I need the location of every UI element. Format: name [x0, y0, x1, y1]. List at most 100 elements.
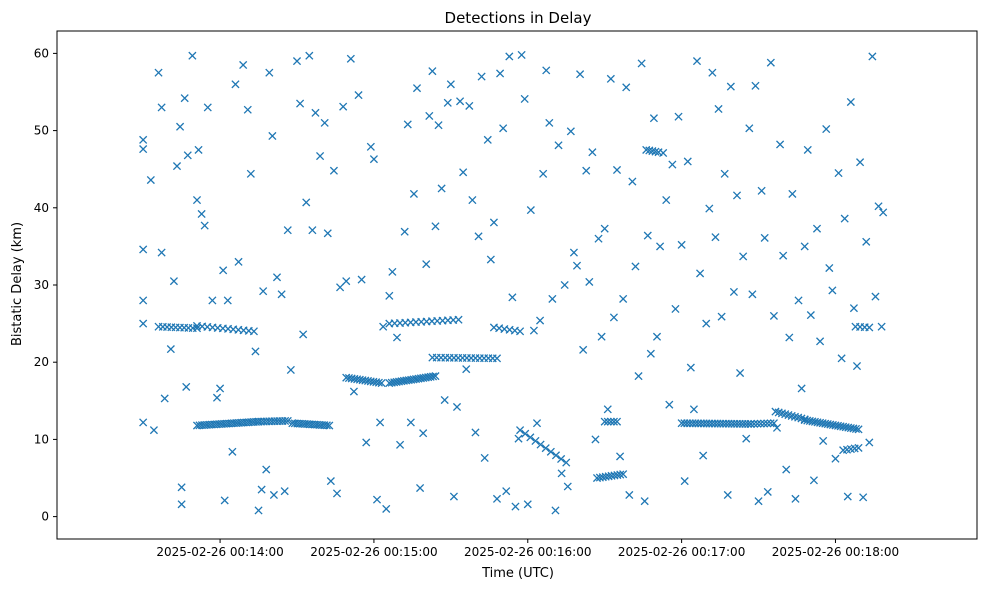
data-point [782, 465, 791, 474]
data-point [268, 131, 277, 141]
data-point [197, 209, 206, 219]
data-point [403, 120, 412, 129]
data-point [139, 418, 148, 427]
data-point [392, 333, 402, 342]
data-point [257, 485, 266, 494]
data-point [292, 57, 302, 66]
data-point [843, 492, 852, 501]
data-point [434, 121, 443, 130]
data-point [757, 186, 766, 195]
data-point [379, 322, 388, 331]
data-point [480, 453, 489, 462]
data-point [320, 118, 329, 127]
y-tick-label: 50 [34, 124, 49, 138]
data-point [517, 50, 526, 59]
data-point [376, 418, 385, 427]
data-point [696, 269, 705, 278]
data-point-track-m [612, 417, 622, 426]
y-tick-label: 40 [34, 201, 49, 215]
data-point [576, 70, 585, 79]
data-point [456, 97, 465, 106]
data-point [689, 405, 698, 414]
data-point [785, 333, 794, 342]
data-point [837, 354, 846, 363]
data-point-track-n [642, 145, 651, 154]
data-point [419, 429, 428, 438]
data-point [542, 66, 551, 75]
y-tick-label: 20 [34, 355, 49, 369]
data-point [831, 454, 840, 463]
data-point [471, 428, 480, 437]
data-point [625, 490, 634, 500]
data-point [172, 162, 182, 171]
data-point [280, 487, 289, 496]
data-point [566, 127, 575, 136]
data-point [806, 311, 815, 320]
data-point [828, 286, 837, 295]
data-point-track-p [746, 419, 755, 429]
plot-frame [56, 30, 978, 540]
data-point [788, 189, 797, 198]
data-point [529, 326, 538, 335]
data-point [536, 316, 545, 325]
data-point [425, 111, 434, 120]
y-tick-label: 60 [34, 46, 49, 60]
data-point [545, 118, 554, 127]
data-point [711, 233, 720, 242]
data-point [560, 280, 569, 290]
data-point [265, 68, 274, 77]
data-point [825, 263, 834, 273]
data-point-track-p [769, 419, 778, 428]
data-point [699, 451, 708, 460]
data-point [677, 240, 686, 249]
data-point [446, 80, 455, 89]
data-point-track-k [536, 440, 545, 449]
data-point-track-k [546, 447, 555, 456]
data-point [483, 135, 492, 144]
data-point [680, 477, 689, 486]
data-point [412, 84, 422, 93]
data-point-track-p [766, 419, 775, 428]
data-point [760, 233, 769, 242]
data-point [336, 283, 345, 292]
data-point [431, 222, 440, 231]
data-point [600, 224, 609, 233]
data-point [585, 277, 594, 286]
data-point [871, 292, 880, 301]
data-point [220, 496, 229, 505]
data-point [619, 294, 628, 303]
data-point [763, 487, 772, 496]
data-point-track-k [531, 436, 540, 446]
data-point [702, 319, 711, 328]
data-point [409, 189, 418, 198]
data-point [396, 440, 405, 449]
data-point [465, 101, 474, 110]
data-point [452, 402, 462, 412]
data-point [246, 169, 255, 178]
data-point [794, 296, 803, 305]
data-point [643, 231, 652, 240]
data-point [499, 124, 508, 133]
data-point-track-l [616, 470, 625, 479]
data-point [262, 465, 271, 474]
data-point-track-a [192, 324, 202, 333]
x-tick-label: 2025-02-26 00:15:00 [310, 545, 437, 559]
data-point [366, 142, 375, 151]
data-point [169, 277, 178, 286]
data-point [474, 232, 483, 241]
data-point [776, 140, 785, 149]
data-point [188, 51, 197, 60]
data-point [742, 434, 751, 443]
data-point [674, 112, 683, 121]
data-point [692, 57, 702, 66]
data-point [296, 99, 305, 108]
data-point [354, 91, 363, 100]
data-point [656, 242, 665, 251]
data-point [634, 372, 643, 381]
data-point [428, 67, 437, 76]
data-point [569, 248, 578, 257]
data-point [708, 68, 717, 77]
